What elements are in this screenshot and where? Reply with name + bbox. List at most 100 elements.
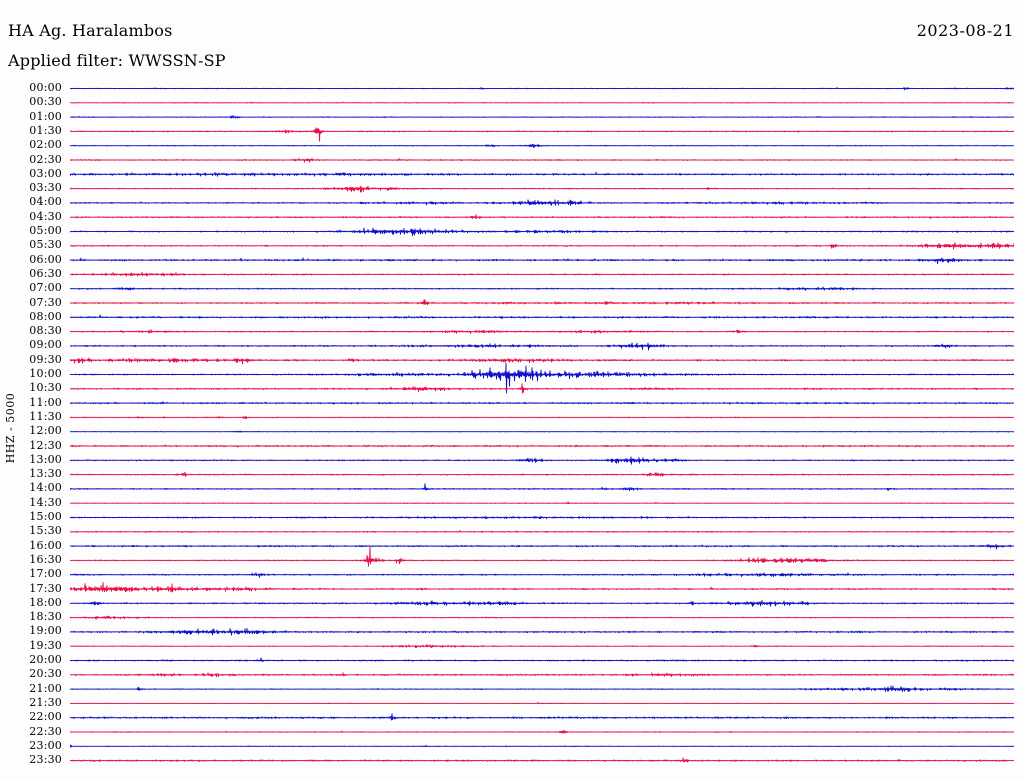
trace-time-label: 21:00 xyxy=(29,681,62,695)
trace-time-label: 04:30 xyxy=(29,209,62,223)
trace-time-label: 06:30 xyxy=(29,266,62,280)
trace-row-06-30 xyxy=(70,271,1014,277)
trace-time-label: 11:30 xyxy=(29,409,62,423)
trace-row-18-30 xyxy=(70,615,1014,620)
trace-row-08-00 xyxy=(70,314,1014,319)
trace-row-00-30 xyxy=(70,101,1014,104)
trace-time-label: 07:00 xyxy=(29,281,62,295)
trace-row-10-00 xyxy=(70,362,1014,394)
trace-row-07-00 xyxy=(70,286,1014,291)
trace-time-label: 20:00 xyxy=(29,653,62,666)
trace-time-label: 06:00 xyxy=(29,252,62,266)
trace-time-label: 12:30 xyxy=(29,438,62,452)
trace-time-label: 04:00 xyxy=(29,195,62,209)
trace-row-11-00 xyxy=(70,401,1014,405)
trace-row-00-00 xyxy=(70,86,1014,91)
trace-area xyxy=(70,86,1014,763)
trace-row-17-30 xyxy=(70,581,1014,593)
trace-time-label: 23:30 xyxy=(29,753,62,767)
trace-row-11-30 xyxy=(70,415,1014,420)
trace-time-label: 22:00 xyxy=(29,710,62,724)
trace-row-16-30 xyxy=(70,545,1014,567)
trace-row-12-30 xyxy=(70,444,1014,448)
trace-row-09-30 xyxy=(70,357,1014,365)
trace-row-04-30 xyxy=(70,214,1014,220)
trace-row-12-00 xyxy=(70,430,1014,433)
trace-time-label: 05:30 xyxy=(29,238,62,252)
trace-row-15-00 xyxy=(70,515,1014,520)
trace-row-14-30 xyxy=(70,501,1014,505)
trace-row-20-00 xyxy=(70,657,1014,662)
trace-time-label: 20:30 xyxy=(29,667,62,681)
trace-time-label: 01:30 xyxy=(29,123,62,137)
trace-time-label: 12:00 xyxy=(29,424,62,438)
trace-time-label: 23:00 xyxy=(29,738,62,752)
trace-time-label: 01:00 xyxy=(29,109,62,123)
trace-time-label: 13:00 xyxy=(29,452,62,466)
trace-row-05-30 xyxy=(70,242,1014,250)
trace-row-01-30 xyxy=(70,127,1014,142)
trace-row-06-00 xyxy=(70,257,1014,265)
trace-row-09-00 xyxy=(70,342,1014,351)
trace-row-16-00 xyxy=(70,543,1014,550)
trace-row-01-00 xyxy=(70,114,1014,119)
trace-row-18-00 xyxy=(70,600,1014,607)
trace-time-label: 09:30 xyxy=(29,352,62,366)
trace-time-label: 18:00 xyxy=(29,595,62,609)
trace-time-label: 03:30 xyxy=(29,181,62,195)
trace-row-14-00 xyxy=(70,483,1014,492)
trace-row-15-30 xyxy=(70,530,1014,533)
trace-row-17-00 xyxy=(70,572,1014,578)
trace-time-label: 10:30 xyxy=(29,381,62,395)
trace-row-19-00 xyxy=(70,627,1014,636)
trace-row-10-30 xyxy=(70,383,1014,394)
trace-row-20-30 xyxy=(70,672,1014,678)
trace-row-19-30 xyxy=(70,643,1014,649)
trace-time-label: 15:30 xyxy=(29,524,62,538)
trace-row-21-00 xyxy=(70,685,1014,692)
trace-time-label: 19:30 xyxy=(29,638,62,652)
trace-row-23-30 xyxy=(70,757,1014,763)
trace-time-label: 02:30 xyxy=(29,152,62,166)
station-title: HA Ag. Haralambos xyxy=(8,21,173,40)
trace-time-label: 09:00 xyxy=(29,338,62,352)
trace-time-label: 00:30 xyxy=(29,95,62,109)
trace-time-label: 15:00 xyxy=(29,510,62,523)
filter-label: Applied filter: WWSSN-SP xyxy=(8,51,226,70)
trace-row-13-00 xyxy=(70,456,1014,465)
trace-time-label: 02:00 xyxy=(29,138,62,152)
trace-time-label: 08:30 xyxy=(29,324,62,338)
trace-time-label: 08:00 xyxy=(29,309,62,323)
trace-time-label: 22:30 xyxy=(29,724,62,738)
trace-row-22-00 xyxy=(70,713,1014,721)
trace-row-02-30 xyxy=(70,157,1014,163)
trace-row-03-30 xyxy=(70,185,1014,193)
trace-time-label: 11:00 xyxy=(29,395,62,409)
trace-row-04-00 xyxy=(70,199,1014,206)
trace-row-22-30 xyxy=(70,730,1014,734)
trace-row-13-30 xyxy=(70,471,1014,477)
trace-time-label: 14:30 xyxy=(29,495,62,509)
trace-time-label: 16:00 xyxy=(29,538,62,552)
trace-time-label: 00:00 xyxy=(29,81,62,94)
trace-row-07-30 xyxy=(70,299,1014,306)
trace-row-08-30 xyxy=(70,329,1014,335)
trace-time-label: 18:30 xyxy=(29,610,62,624)
trace-time-label: 07:30 xyxy=(29,295,62,309)
trace-row-21-30 xyxy=(70,702,1014,705)
trace-time-label: 16:30 xyxy=(29,552,62,566)
record-date: 2023-08-21 xyxy=(916,21,1014,40)
trace-row-23-00 xyxy=(70,744,1014,748)
trace-time-label: 05:00 xyxy=(29,224,62,237)
trace-time-label: 21:30 xyxy=(29,695,62,709)
trace-row-02-00 xyxy=(70,143,1014,148)
trace-row-05-00 xyxy=(70,227,1014,237)
trace-row-03-00 xyxy=(70,171,1014,177)
trace-time-label: 17:00 xyxy=(29,567,62,581)
trace-time-label: 14:00 xyxy=(29,481,62,495)
trace-time-label: 17:30 xyxy=(29,581,62,595)
trace-time-label: 13:30 xyxy=(29,467,62,481)
trace-time-label: 03:00 xyxy=(29,166,62,180)
trace-time-label: 19:00 xyxy=(29,624,62,638)
